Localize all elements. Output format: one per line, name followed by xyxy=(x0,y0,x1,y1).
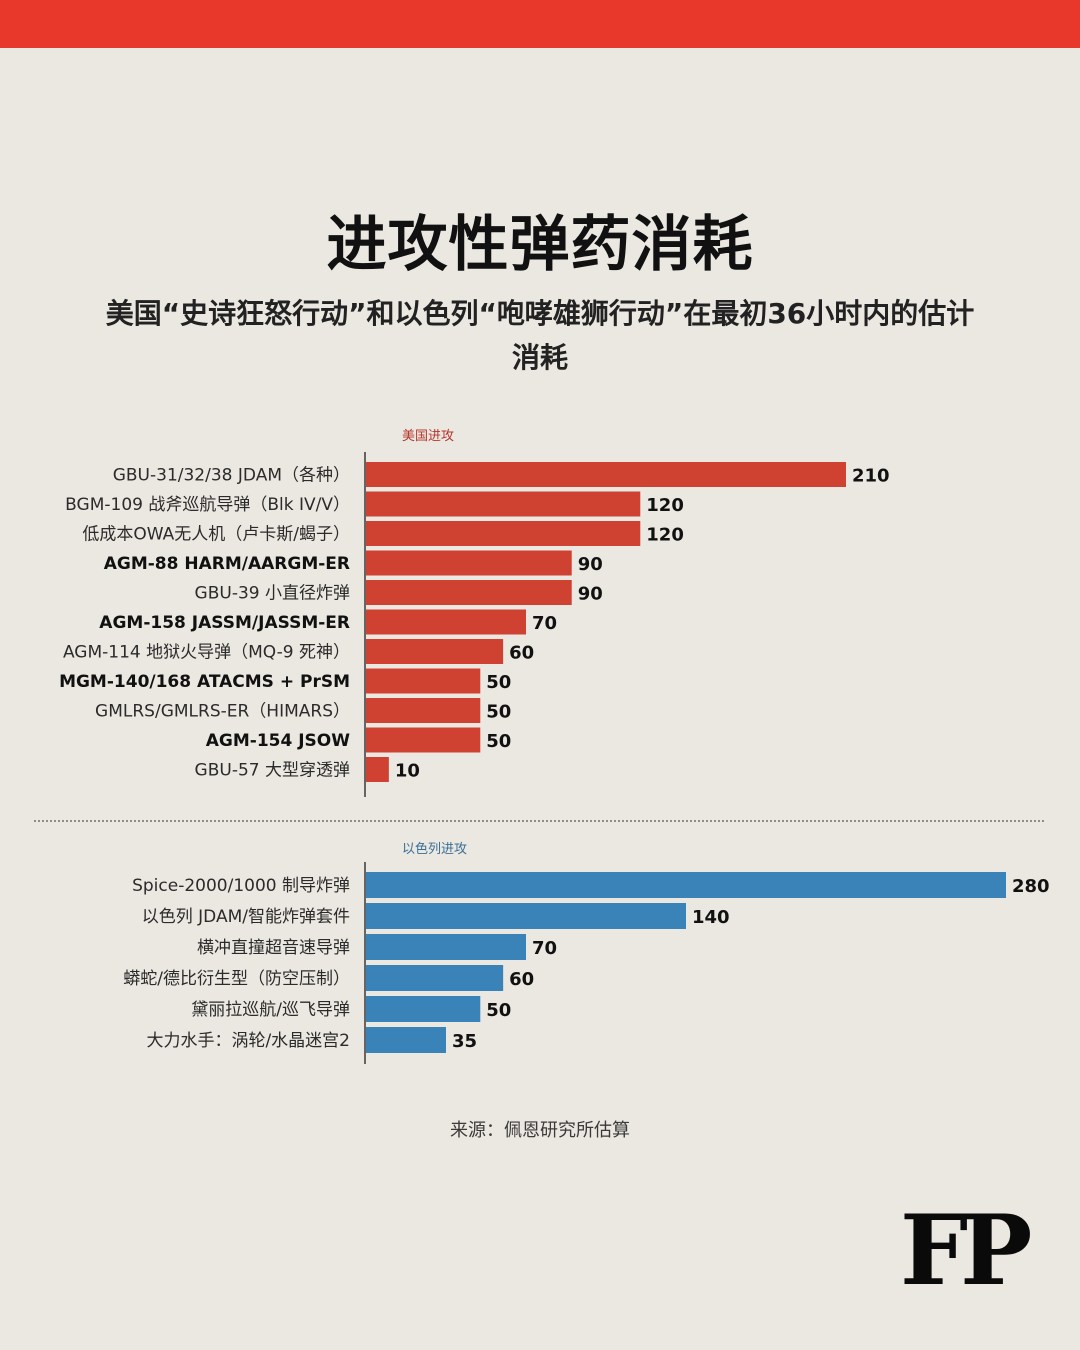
value-label-us-3: 120 xyxy=(646,525,684,546)
chart-subtitle: 美国“史诗狂怒行动”和以色列“咆哮雄狮行动”在最初36小时内的估计消耗 xyxy=(105,297,975,374)
bar-label-us-10: AGM-154 JSOW xyxy=(206,731,351,751)
bar-label-us-8: MGM-140/168 ATACMS + PrSM xyxy=(59,672,350,692)
bar-label-israel-5: 黛丽拉巡航/巡飞导弹 xyxy=(191,1000,350,1020)
bar-label-us-4: AGM-88 HARM/AARGM-ER xyxy=(104,554,350,574)
bar-label-israel-2: 以色列 JDAM/智能炸弹套件 xyxy=(142,907,350,927)
bar-us-3 xyxy=(366,521,641,546)
bar-us-10 xyxy=(366,727,481,753)
bar-chart: 美国进攻 GBU-31/32/38 JDAM（各种） 210 BGM-109 战斧巡航… xyxy=(34,429,1050,1064)
value-label-us-8: 50 xyxy=(486,672,511,693)
fp-logo: FP xyxy=(900,1194,1032,1307)
value-label-us-7: 60 xyxy=(509,643,534,664)
bar-us-7 xyxy=(366,639,504,664)
bar-us-4 xyxy=(366,550,572,576)
bar-label-us-2: BGM-109 战斧巡航导弹（Blk IV/V） xyxy=(65,495,350,515)
value-label-us-10: 50 xyxy=(486,731,511,752)
bar-israel-6 xyxy=(366,1027,446,1053)
bar-label-us-1: GBU-31/32/38 JDAM（各种） xyxy=(113,466,350,486)
value-label-israel-5: 50 xyxy=(486,1000,511,1021)
bar-israel-2 xyxy=(366,903,686,929)
bar-label-us-3: 低成本OWA无人机（卢卡斯/蝎子） xyxy=(82,525,350,545)
bar-label-israel-3: 横冲直撞超音速导弹 xyxy=(197,938,350,958)
value-label-israel-4: 60 xyxy=(509,969,534,990)
bar-us-8 xyxy=(366,668,481,694)
value-label-us-9: 50 xyxy=(486,702,511,723)
value-label-us-4: 90 xyxy=(578,554,603,575)
bar-israel-4 xyxy=(366,965,504,991)
bar-us-1 xyxy=(366,462,846,487)
source-note: 来源：佩恩研究所估算 xyxy=(450,1120,630,1141)
bar-us-6 xyxy=(366,609,526,635)
chart-title: 进攻性弹药消耗 xyxy=(326,210,754,280)
value-label-israel-2: 140 xyxy=(692,907,730,928)
value-label-us-5: 90 xyxy=(578,584,603,605)
bar-us-2 xyxy=(366,491,641,517)
value-label-israel-6: 35 xyxy=(452,1031,477,1052)
bar-label-us-11: GBU-57 大型穿透弹 xyxy=(195,761,350,781)
value-label-israel-1: 280 xyxy=(1012,876,1050,897)
bar-us-9 xyxy=(366,698,481,723)
section-label-israel: 以色列进攻 xyxy=(402,841,467,857)
top-accent-band xyxy=(0,0,1080,48)
bar-label-israel-1: Spice-2000/1000 制导炸弹 xyxy=(132,876,350,896)
bar-israel-3 xyxy=(366,934,526,960)
value-label-us-6: 70 xyxy=(532,613,557,634)
value-label-us-1: 210 xyxy=(852,466,890,487)
value-label-us-11: 10 xyxy=(395,761,420,782)
bar-label-us-9: GMLRS/GMLRS-ER（HIMARS） xyxy=(95,702,350,722)
bar-label-us-5: GBU-39 小直径炸弹 xyxy=(195,584,350,604)
bar-label-us-7: AGM-114 地狱火导弹（MQ-9 死神） xyxy=(63,643,350,663)
value-label-israel-3: 70 xyxy=(532,938,557,959)
value-label-us-2: 120 xyxy=(646,495,684,516)
bar-us-11 xyxy=(366,757,389,782)
bar-label-israel-4: 蟒蛇/德比衍生型（防空压制） xyxy=(123,969,350,989)
bar-label-us-6: AGM-158 JASSM/JASSM-ER xyxy=(99,613,350,633)
bar-label-israel-6: 大力水手：涡轮/水晶迷宫2 xyxy=(146,1031,350,1051)
section-label-us: 美国进攻 xyxy=(402,429,454,444)
bar-us-5 xyxy=(366,580,572,605)
bar-israel-1 xyxy=(366,872,1006,898)
bar-israel-5 xyxy=(366,996,481,1022)
